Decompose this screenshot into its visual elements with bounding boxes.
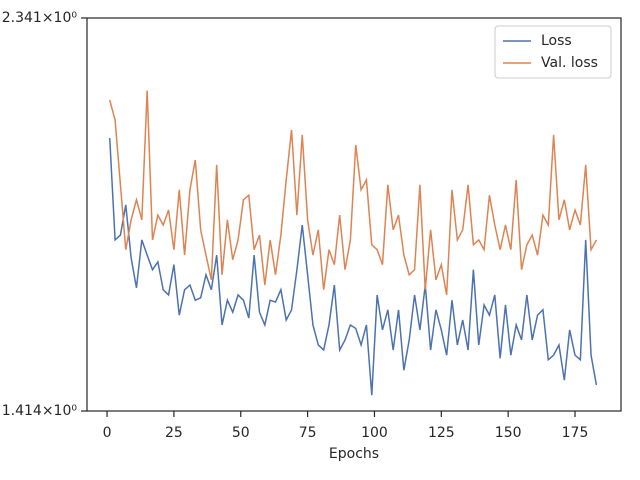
line-series [109, 90, 598, 296]
legend-box [494, 25, 612, 79]
x-tick-label: 75 [299, 425, 317, 441]
x-axis-label: Epochs [329, 446, 379, 462]
x-tick-label: 150 [495, 425, 522, 441]
x-tick-label: 25 [165, 425, 183, 441]
y-tick-label: 1.414×10⁰ [2, 403, 78, 419]
legend-label: Loss [541, 33, 572, 49]
x-tick-label: 50 [232, 425, 250, 441]
x-tick-label: 175 [562, 425, 589, 441]
line-series [108, 137, 598, 396]
x-tick-label: 125 [428, 425, 455, 441]
plot-frame [86, 17, 622, 412]
x-tick-label: 100 [361, 425, 388, 441]
x-tick-label: 0 [103, 425, 112, 441]
y-tick-label: 2.341×10⁰ [2, 10, 78, 26]
legend-label: Val. loss [541, 55, 598, 71]
